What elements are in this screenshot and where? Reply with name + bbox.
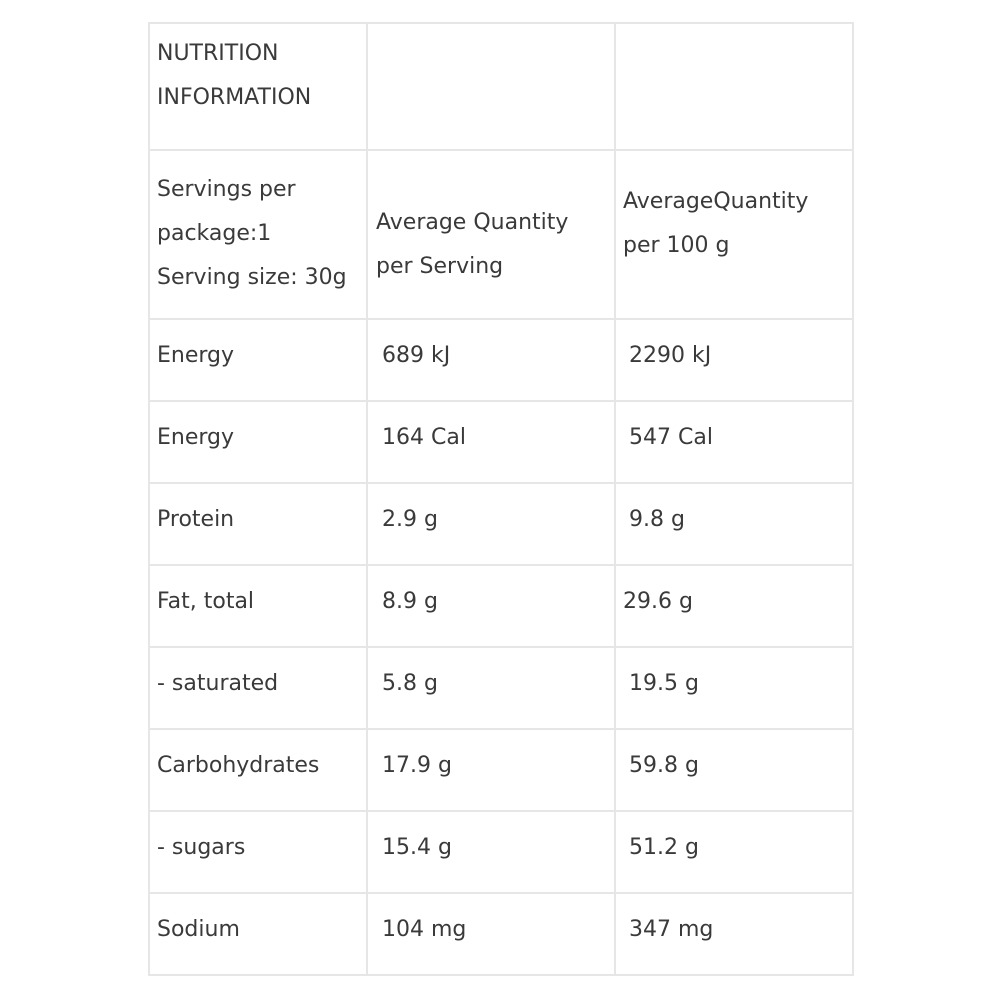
per-100g-value: 29.6 g	[614, 564, 854, 648]
nutrient-name: - sugars	[148, 810, 368, 894]
per-100g-value-text: 59.8 g	[629, 753, 699, 778]
table-row: Energy 164 Cal 547 Cal	[148, 400, 854, 484]
table-row: Carbohydrates 17.9 g 59.8 g	[148, 728, 854, 812]
per-100g-header-cell: AverageQuantity per 100 g	[614, 149, 854, 320]
nutrient-name: Fat, total	[148, 564, 368, 648]
per-serving-value: 164 Cal	[366, 400, 616, 484]
per-serving-header-line-1: Average Quantity	[376, 209, 569, 235]
servings-cell: Servings per package:1 Serving size: 30g	[148, 149, 368, 320]
table-title-line-2: INFORMATION	[157, 85, 312, 110]
nutrient-name-text: Sodium	[157, 917, 240, 942]
header-row: Servings per package:1 Serving size: 30g…	[148, 149, 854, 320]
nutrient-name: Sodium	[148, 892, 368, 976]
nutrient-name-text: Energy	[157, 425, 235, 450]
per-100g-value: 59.8 g	[614, 728, 854, 812]
nutrient-name: Energy	[148, 400, 368, 484]
per-100g-value-text: 29.6 g	[623, 589, 693, 614]
per-serving-value-text: 17.9 g	[382, 753, 452, 778]
nutrient-name-text: Carbohydrates	[157, 753, 320, 778]
per-100g-value-text: 347 mg	[629, 917, 714, 942]
nutrient-name: Carbohydrates	[148, 728, 368, 812]
nutrient-name-text: Fat, total	[157, 589, 255, 614]
per-serving-value: 2.9 g	[366, 482, 616, 566]
per-100g-value-text: 2290 kJ	[629, 343, 712, 368]
per-serving-header-line-2: per Serving	[376, 253, 504, 279]
table-row: Energy 689 kJ 2290 kJ	[148, 318, 854, 402]
nutrient-name-text: Protein	[157, 507, 235, 532]
per-100g-header-line-1: AverageQuantity	[623, 188, 809, 214]
nutrition-table: NUTRITION INFORMATION Servings per packa…	[148, 22, 854, 976]
per-serving-value: 17.9 g	[366, 728, 616, 812]
nutrient-name-text: - saturated	[157, 671, 279, 696]
servings-per-package-line-1: Servings per	[157, 176, 296, 202]
per-100g-value: 51.2 g	[614, 810, 854, 894]
nutrient-name-text: - sugars	[157, 835, 246, 860]
table-row: - sugars 15.4 g 51.2 g	[148, 810, 854, 894]
servings-per-package-line-2: package:1	[157, 220, 272, 246]
empty-title-cell	[366, 22, 616, 151]
title-cell: NUTRITION INFORMATION	[148, 22, 368, 151]
per-100g-header-line-2: per 100 g	[623, 232, 730, 258]
table-row: Protein 2.9 g 9.8 g	[148, 482, 854, 566]
nutrient-name-text: Energy	[157, 343, 235, 368]
nutrient-name: Energy	[148, 318, 368, 402]
per-serving-value: 104 mg	[366, 892, 616, 976]
per-100g-value: 19.5 g	[614, 646, 854, 730]
per-100g-value: 9.8 g	[614, 482, 854, 566]
per-serving-header-cell: Average Quantity per Serving	[366, 149, 616, 320]
per-serving-value: 15.4 g	[366, 810, 616, 894]
per-serving-value-text: 104 mg	[382, 917, 467, 942]
per-100g-value: 347 mg	[614, 892, 854, 976]
per-serving-value: 5.8 g	[366, 646, 616, 730]
per-serving-value: 8.9 g	[366, 564, 616, 648]
per-serving-value-text: 2.9 g	[382, 507, 438, 532]
per-serving-value-text: 5.8 g	[382, 671, 438, 696]
table-row: Sodium 104 mg 347 mg	[148, 892, 854, 976]
per-serving-value-text: 15.4 g	[382, 835, 452, 860]
per-100g-value: 2290 kJ	[614, 318, 854, 402]
per-serving-value-text: 164 Cal	[382, 425, 466, 450]
per-100g-value-text: 9.8 g	[629, 507, 685, 532]
per-100g-value: 547 Cal	[614, 400, 854, 484]
per-serving-value-text: 8.9 g	[382, 589, 438, 614]
per-100g-value-text: 51.2 g	[629, 835, 699, 860]
empty-title-cell	[614, 22, 854, 151]
table-row: - saturated 5.8 g 19.5 g	[148, 646, 854, 730]
table-title-line-1: NUTRITION	[157, 41, 279, 66]
per-100g-value-text: 19.5 g	[629, 671, 699, 696]
per-serving-value: 689 kJ	[366, 318, 616, 402]
per-100g-value-text: 547 Cal	[629, 425, 713, 450]
table-row: Fat, total 8.9 g 29.6 g	[148, 564, 854, 648]
serving-size: Serving size: 30g	[157, 264, 347, 290]
nutrient-name: Protein	[148, 482, 368, 566]
title-row: NUTRITION INFORMATION	[148, 22, 854, 151]
nutrient-name: - saturated	[148, 646, 368, 730]
per-serving-value-text: 689 kJ	[382, 343, 451, 368]
